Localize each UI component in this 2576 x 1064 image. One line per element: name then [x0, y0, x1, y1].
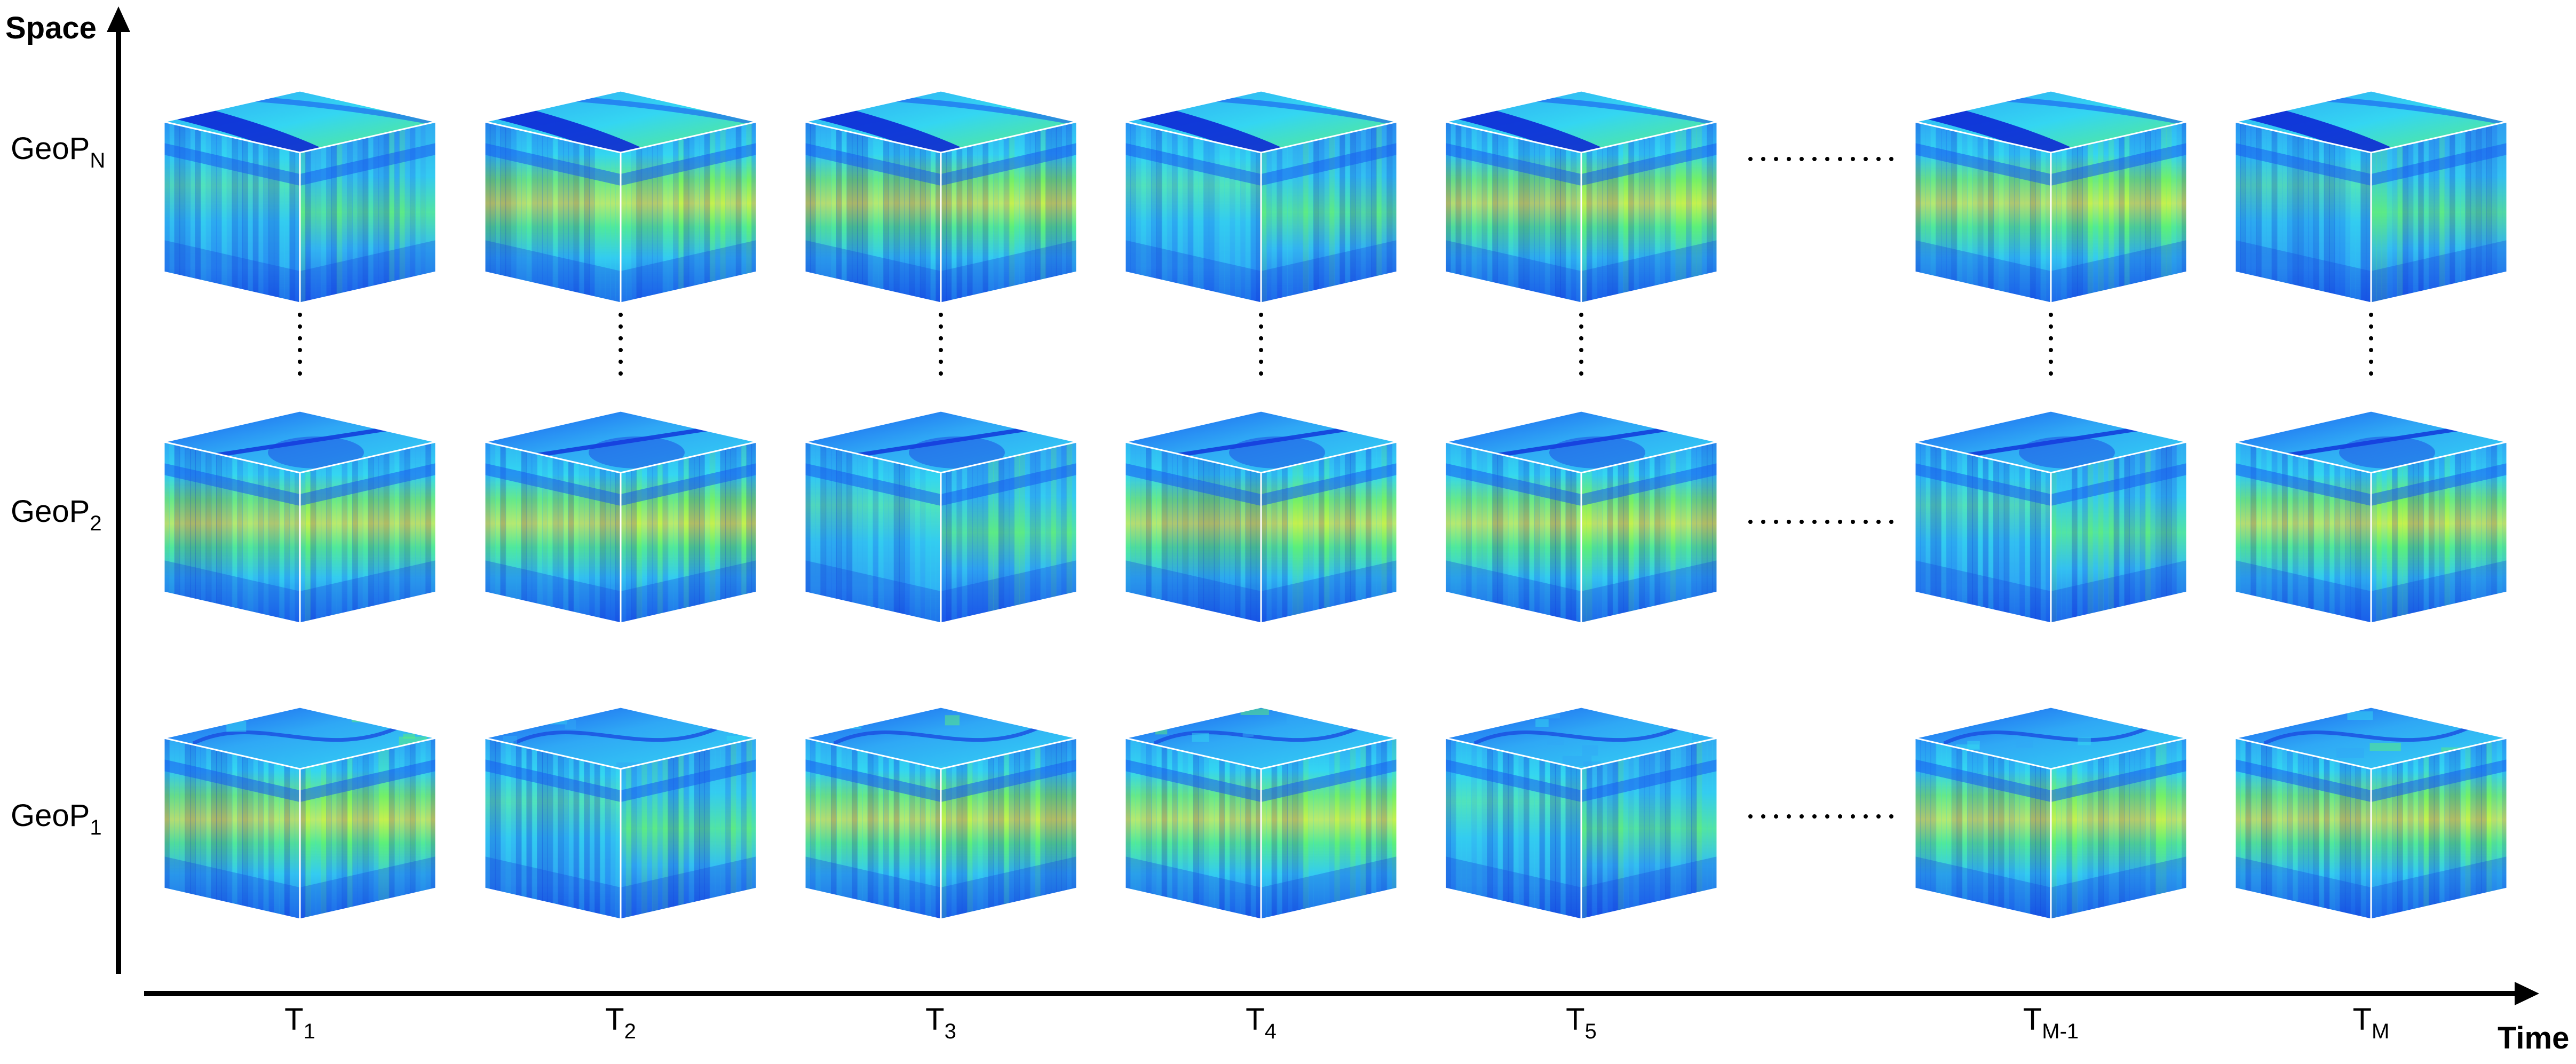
data-cube-r2-c7	[2234, 410, 2508, 624]
vertical-ellipsis-2	[619, 313, 623, 376]
row-label-2: GeoP2	[11, 494, 102, 535]
data-cube-r2-c5	[1444, 410, 1718, 624]
data-cube-r3-c5	[1444, 706, 1718, 920]
data-cube-r2-c3	[804, 410, 1078, 624]
data-cube-r3-c3	[804, 706, 1078, 920]
horizontal-ellipsis-3	[1748, 814, 1893, 819]
data-cube-r3-c7	[2234, 706, 2508, 920]
data-cube-r2-c4	[1124, 410, 1398, 624]
column-label-4: T4	[1246, 1002, 1277, 1043]
column-label-7: TM	[2353, 1002, 2390, 1043]
horizontal-ellipsis-1	[1748, 157, 1893, 161]
row-labels: GeoPN GeoP2 GeoP1	[11, 131, 105, 839]
data-cube-r3-c1	[163, 706, 437, 920]
vertical-ellipsis-3	[939, 313, 943, 376]
data-cube-r1-c1	[163, 90, 437, 304]
data-cube-r1-c6	[1914, 90, 2188, 304]
data-cube-r1-c2	[484, 90, 758, 304]
data-cube-r2-c1	[163, 410, 437, 624]
data-cube-r3-c4	[1124, 706, 1398, 920]
x-axis	[144, 982, 2539, 1005]
data-cube-r1-c5	[1444, 90, 1718, 304]
vertical-ellipsis-5	[1579, 313, 1583, 376]
column-label-1: T1	[284, 1002, 315, 1043]
vertical-ellipsis-6	[2049, 313, 2053, 376]
data-cube-r1-c4	[1124, 90, 1398, 304]
column-label-6: TM-1	[2023, 1002, 2079, 1043]
data-cube-r1-c3	[804, 90, 1078, 304]
vertical-ellipsis-1	[298, 313, 302, 376]
column-label-2: T2	[605, 1002, 636, 1043]
row-label-3: GeoP1	[11, 798, 102, 839]
y-axis	[107, 6, 130, 974]
data-cube-r3-c6	[1914, 706, 2188, 920]
x-axis-title: Time	[2498, 1021, 2569, 1055]
data-cube-r1-c7	[2234, 90, 2508, 304]
vertical-ellipsis-4	[1259, 313, 1263, 376]
horizontal-ellipsis-2	[1748, 520, 1893, 524]
data-cube-grid	[163, 90, 2508, 920]
data-cube-r2-c6	[1914, 410, 2188, 624]
y-axis-title: Space	[5, 11, 97, 45]
row-label-1: GeoPN	[11, 131, 105, 172]
data-cube-r2-c2	[484, 410, 758, 624]
column-label-3: T3	[925, 1002, 956, 1043]
vertical-ellipsis-7	[2369, 313, 2373, 376]
column-label-5: T5	[1566, 1002, 1597, 1043]
ellipsis-markers	[298, 157, 2373, 819]
column-labels: T1 T2 T3 T4 T5 TM-1 TM	[284, 1002, 2389, 1043]
data-cube-r3-c2	[484, 706, 758, 920]
